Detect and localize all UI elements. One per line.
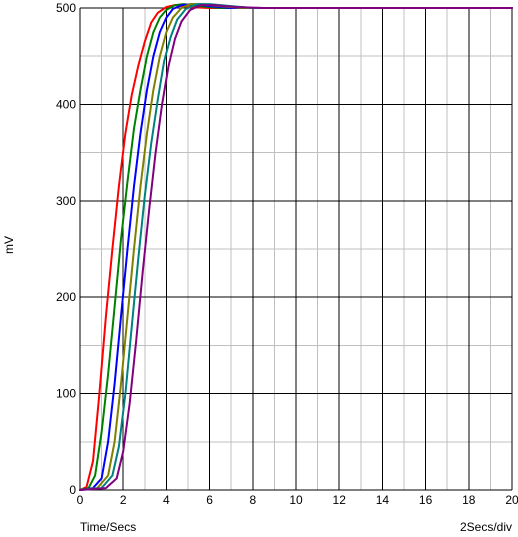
y-tick-label: 400 xyxy=(56,97,76,111)
scale-note: 2Secs/div xyxy=(460,520,512,534)
x-axis-label: Time/Secs xyxy=(80,520,136,534)
y-tick-labels: 0 100 200 300 400 500 xyxy=(56,1,76,497)
x-tick-label: 16 xyxy=(419,493,433,507)
series-line-6 xyxy=(79,4,513,491)
y-axis-label: mV xyxy=(2,236,16,254)
x-tick-labels: 0 2 4 6 8 10 12 14 16 18 20 xyxy=(77,493,518,507)
major-grid xyxy=(79,7,513,491)
x-tick-label: 12 xyxy=(333,493,347,507)
x-tick-label: 4 xyxy=(163,493,170,507)
y-tick-label: 200 xyxy=(56,290,76,304)
y-tick-label: 0 xyxy=(69,483,76,497)
x-tick-label: 6 xyxy=(206,493,213,507)
x-tick-label: 14 xyxy=(376,493,390,507)
y-tick-label: 100 xyxy=(56,387,76,401)
x-tick-label: 2 xyxy=(120,493,127,507)
x-tick-label: 20 xyxy=(505,493,518,507)
x-tick-label: 0 xyxy=(77,493,84,507)
series-group xyxy=(79,3,513,491)
x-tick-label: 8 xyxy=(249,493,256,507)
y-tick-label: 500 xyxy=(56,1,76,15)
x-tick-label: 18 xyxy=(462,493,476,507)
y-tick-label: 300 xyxy=(56,194,76,208)
x-tick-label: 10 xyxy=(289,493,303,507)
